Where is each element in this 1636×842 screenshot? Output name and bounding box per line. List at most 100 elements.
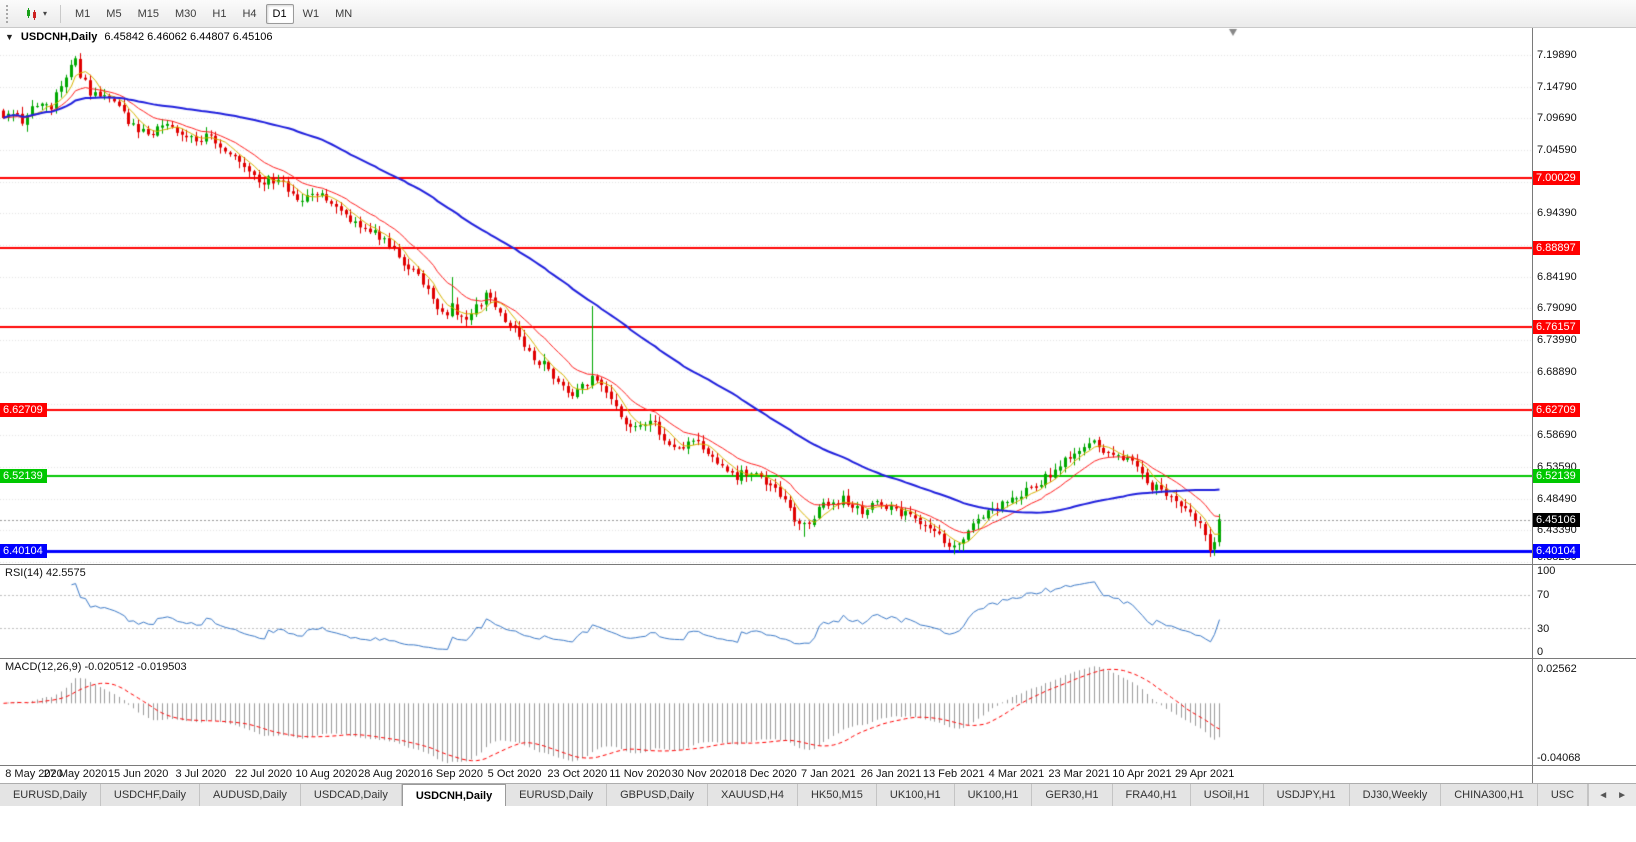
- chart-tab-usdcnh-daily[interactable]: USDCNH,Daily: [401, 784, 507, 806]
- rsi-axis-label: 0: [1537, 646, 1544, 658]
- one-click-trading-arrow-icon[interactable]: ▼: [5, 32, 14, 42]
- rsi-label: RSI(14) 42.5575: [5, 567, 86, 579]
- date-axis-label: 23 Mar 2021: [1048, 768, 1111, 780]
- macd-axis-label: 0.02562: [1537, 663, 1577, 676]
- date-axis-label: 18 Dec 2020: [734, 768, 797, 780]
- date-axis-label: 10 Aug 2020: [295, 768, 358, 780]
- chart-tab-gbpusd-daily[interactable]: GBPUSD,Daily: [607, 784, 709, 806]
- date-axis-label: 15 Jun 2020: [107, 768, 169, 780]
- rsi-axis-label: 100: [1537, 565, 1556, 577]
- timeframe-button-mn[interactable]: MN: [335, 7, 353, 20]
- macd-axis: 0.02562 -0.04068: [1532, 659, 1636, 765]
- chart-tab-china300-h1[interactable]: CHINA300,H1: [1441, 784, 1538, 806]
- tabs-scroll-right-icon[interactable]: ►: [1617, 789, 1627, 801]
- chart-symbol-label: USDCNH,Daily: [20, 31, 98, 43]
- date-strip[interactable]: 8 May 2020 27 May 2020 15 Jun 2020 3 Jul 20…: [0, 766, 1532, 783]
- price-plot[interactable]: ▼ USDCNH,Daily 6.45842 6.46062 6.44807 6…: [0, 28, 1532, 564]
- timeframe-toolbar: ▾ M1 M5 M15 M30 H1 H4 D1 W1 MN: [0, 0, 1636, 28]
- price-line-label-left: 6.52139: [0, 469, 47, 484]
- timeframe-button-m30[interactable]: M30: [174, 7, 197, 20]
- price-axis-label: 6.48490: [1537, 492, 1577, 505]
- chart-tab-ger30-h1[interactable]: GER30,H1: [1032, 784, 1113, 806]
- macd-panel: MACD(12,26,9) -0.020512 -0.019503 0.0256…: [0, 658, 1636, 765]
- date-axis-label: 26 Jan 2021: [860, 768, 922, 780]
- price-axis-label: 6.58690: [1537, 429, 1577, 442]
- chart-tab-dj30-weekly[interactable]: DJ30,Weekly: [1349, 784, 1442, 806]
- chart-tab-eurusd-daily[interactable]: EURUSD,Daily: [0, 784, 101, 806]
- price-line-label: 6.62709: [1533, 403, 1580, 418]
- timeframe-button-m15[interactable]: M15: [137, 7, 159, 20]
- price-chart-canvas[interactable]: [0, 28, 1532, 564]
- chart-tab-hk50-m15[interactable]: HK50,M15: [797, 784, 877, 806]
- rsi-axis: 100 70 30 0: [1532, 565, 1636, 658]
- date-axis-label: 30 Nov 2020: [671, 768, 734, 780]
- date-axis-label: 29 Apr 2021: [1175, 768, 1235, 780]
- chart-tab-uk100-h1[interactable]: UK100,H1: [876, 784, 955, 806]
- macd-canvas[interactable]: [0, 659, 1532, 765]
- price-chart-panel: ▼ USDCNH,Daily 6.45842 6.46062 6.44807 6…: [0, 28, 1636, 564]
- timeframe-button-h1[interactable]: H1: [212, 7, 227, 20]
- timeframe-button-m5[interactable]: M5: [106, 7, 122, 20]
- chart-tab-uk100-h1[interactable]: UK100,H1: [954, 784, 1033, 806]
- price-axis-label: 7.04590: [1537, 143, 1577, 156]
- price-axis-label: 6.68890: [1537, 365, 1577, 378]
- price-line-label: 6.88897: [1533, 240, 1580, 255]
- status-bar: [0, 806, 1636, 842]
- price-axis-label: 6.79090: [1537, 302, 1577, 315]
- chart-ohlc-values: 6.45842 6.46062 6.44807 6.45106: [104, 31, 273, 43]
- date-axis-label: 28 Aug 2020: [358, 768, 420, 780]
- tabs-scroll-left-icon[interactable]: ◄: [1598, 789, 1609, 801]
- rsi-axis-label: 70: [1537, 588, 1550, 601]
- timeframe-button-m1[interactable]: M1: [75, 7, 91, 20]
- price-axis-label: 6.94390: [1537, 207, 1577, 220]
- price-line-label: 6.52139: [1533, 469, 1580, 484]
- date-axis-label: 16 Sep 2020: [420, 768, 484, 780]
- price-line-label: 7.00029: [1533, 171, 1580, 186]
- price-line-label-left: 6.40104: [0, 543, 47, 558]
- price-line-label: 6.76157: [1533, 319, 1580, 334]
- price-axis-label: 7.09690: [1537, 112, 1577, 125]
- date-axis-label: 5 Oct 2020: [487, 768, 542, 780]
- chart-tab-fra40-h1[interactable]: FRA40,H1: [1112, 784, 1191, 806]
- date-axis-label: 3 Jul 2020: [175, 768, 227, 780]
- chart-type-icon[interactable]: ▾: [19, 4, 53, 24]
- chart-tab-usdchf-daily[interactable]: USDCHF,Daily: [100, 784, 200, 806]
- macd-label: MACD(12,26,9) -0.020512 -0.019503: [5, 661, 187, 673]
- chart-tab-usdcad-daily[interactable]: USDCAD,Daily: [300, 784, 402, 806]
- price-axis-label: 6.84190: [1537, 270, 1577, 283]
- axis-corner: [1532, 766, 1636, 783]
- macd-plot[interactable]: MACD(12,26,9) -0.020512 -0.019503: [0, 659, 1532, 765]
- chart-tab-audusd-daily[interactable]: AUDUSD,Daily: [200, 784, 301, 806]
- chart-tab-xauusd-h4[interactable]: XAUUSD,H4: [708, 784, 798, 806]
- chart-tab-usoil-h1[interactable]: USOil,H1: [1190, 784, 1264, 806]
- price-axis-label: 7.14790: [1537, 80, 1577, 93]
- toolbar-separator: [60, 4, 61, 23]
- price-line-label: 6.40104: [1533, 543, 1580, 558]
- date-axis: 8 May 2020 27 May 2020 15 Jun 2020 3 Jul 20…: [0, 765, 1636, 783]
- rsi-axis-label: 30: [1537, 622, 1550, 635]
- date-axis-label: 23 Oct 2020: [547, 768, 608, 780]
- timeframe-buttons: M1 M5 M15 M30 H1 H4 D1 W1 MN: [68, 3, 359, 24]
- price-axis-label: 7.19890: [1537, 48, 1577, 61]
- rsi-plot[interactable]: RSI(14) 42.5575: [0, 565, 1532, 658]
- date-axis-label: 27 May 2020: [43, 768, 108, 780]
- chevron-down-icon: ▾: [42, 8, 47, 18]
- timeframe-button-d1[interactable]: D1: [265, 3, 294, 24]
- chart-tabs: EURUSD,Daily USDCHF,Daily AUDUSD,Daily USDC…: [0, 784, 1589, 806]
- date-axis-label: 11 Nov 2020: [609, 768, 671, 780]
- chart-title: ▼ USDCNH,Daily 6.45842 6.46062 6.44807 6…: [5, 31, 273, 43]
- timeframe-button-w1[interactable]: W1: [302, 7, 320, 20]
- tab-scroll-arrows: ◄ ►: [1588, 784, 1636, 806]
- chart-tab-eurusd-daily[interactable]: EURUSD,Daily: [506, 784, 608, 806]
- date-axis-label: 13 Feb 2021: [922, 768, 985, 780]
- chart-tab-usdjpy-h1[interactable]: USDJPY,H1: [1263, 784, 1350, 806]
- toolbar-grip[interactable]: [6, 4, 12, 23]
- price-axis-label: 6.43390: [1537, 524, 1577, 537]
- chart-tab-usc[interactable]: USC: [1537, 784, 1589, 806]
- date-axis-label: 22 Jul 2020: [235, 768, 293, 780]
- rsi-canvas[interactable]: [0, 565, 1532, 658]
- price-axis[interactable]: 7.19890 7.14790 7.09690 7.04590 6.94390 6.841…: [1532, 28, 1636, 564]
- timeframe-button-h4[interactable]: H4: [242, 7, 257, 20]
- date-axis-label: 7 Jan 2021: [801, 768, 856, 780]
